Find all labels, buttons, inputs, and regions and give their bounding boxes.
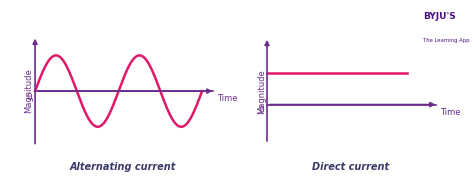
- Text: Magnitude: Magnitude: [257, 69, 266, 114]
- Text: Magnitude: Magnitude: [25, 69, 34, 113]
- Text: Time: Time: [217, 94, 237, 103]
- Text: Alternating current: Alternating current: [70, 162, 176, 172]
- Text: The Learning App: The Learning App: [423, 38, 469, 43]
- Text: b: b: [407, 25, 414, 35]
- Text: Time: Time: [439, 108, 460, 117]
- Text: 0: 0: [26, 93, 32, 102]
- Text: 0: 0: [258, 106, 264, 115]
- Text: Direct current: Direct current: [312, 162, 389, 172]
- Text: BYJU'S: BYJU'S: [423, 12, 456, 21]
